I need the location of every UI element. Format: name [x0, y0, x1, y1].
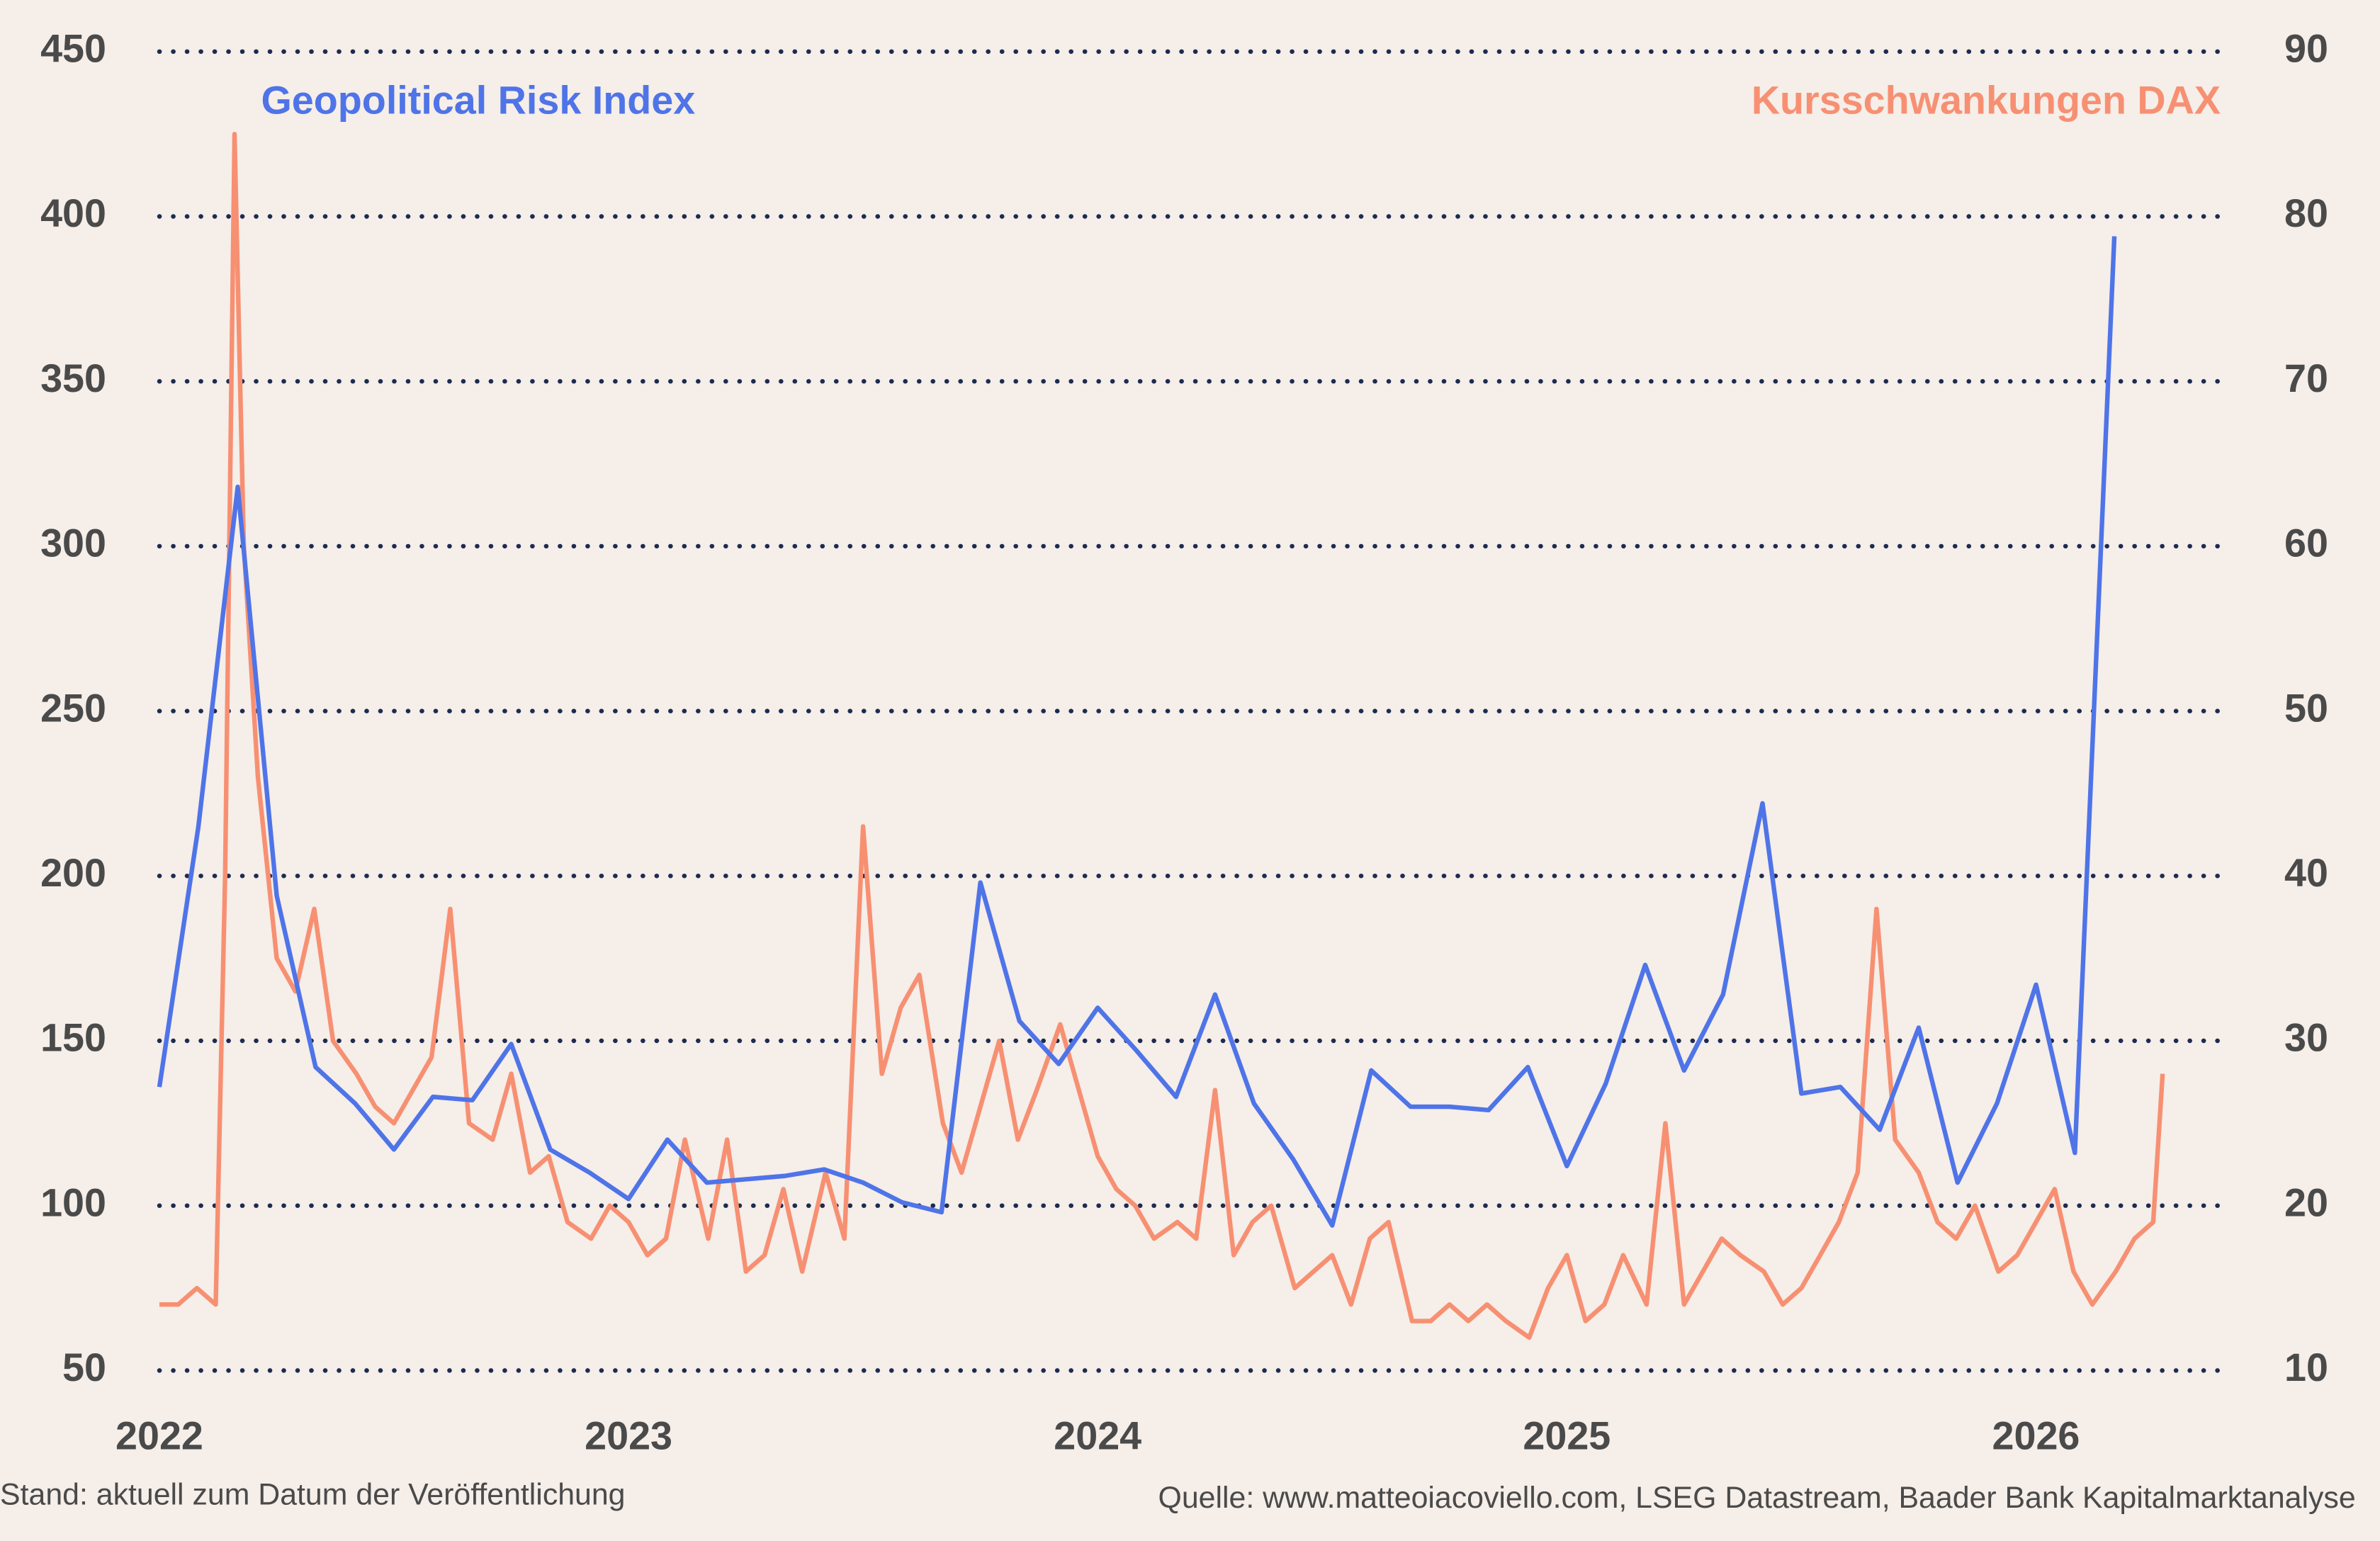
y2-tick-label: 20 [2284, 1180, 2328, 1224]
y-tick-label: 450 [40, 27, 106, 71]
note-left: Stand: aktuell zum Datum der Veröffentli… [0, 1477, 625, 1511]
y2-tick-label: 80 [2284, 191, 2328, 235]
y-tick-label: 300 [40, 521, 106, 565]
y2-tick-label: 60 [2284, 521, 2328, 565]
y-tick-label: 250 [40, 686, 106, 730]
y-tick-label: 350 [40, 356, 106, 400]
y-tick-label: 200 [40, 851, 106, 895]
y2-tick-label: 70 [2284, 356, 2328, 400]
y-tick-label: 150 [40, 1016, 106, 1060]
series-line [159, 131, 2165, 1340]
y-tick-label: 50 [62, 1345, 106, 1389]
x-tick-label: 2025 [1523, 1413, 1611, 1457]
note-right: Quelle: www.matteoiacoviello.com, LSEG D… [1158, 1481, 2356, 1515]
x-tick-label: 2026 [1992, 1413, 2080, 1457]
y2-tick-label: 30 [2284, 1016, 2328, 1060]
y2-tick-label: 90 [2284, 27, 2328, 71]
y-tick-label: 400 [40, 191, 106, 235]
x-tick-label: 2023 [585, 1413, 672, 1457]
legend-label: Geopolitical Risk Index [261, 78, 696, 122]
x-tick-label: 2022 [115, 1413, 203, 1457]
y2-tick-label: 10 [2284, 1345, 2328, 1389]
y2-tick-label: 50 [2284, 686, 2328, 730]
x-tick-label: 2024 [1054, 1413, 1141, 1457]
y2-tick-label: 40 [2284, 851, 2328, 895]
series-line [157, 236, 2117, 1228]
y-tick-label: 100 [40, 1180, 106, 1224]
legend-label: Kursschwankungen DAX [1752, 78, 2221, 122]
